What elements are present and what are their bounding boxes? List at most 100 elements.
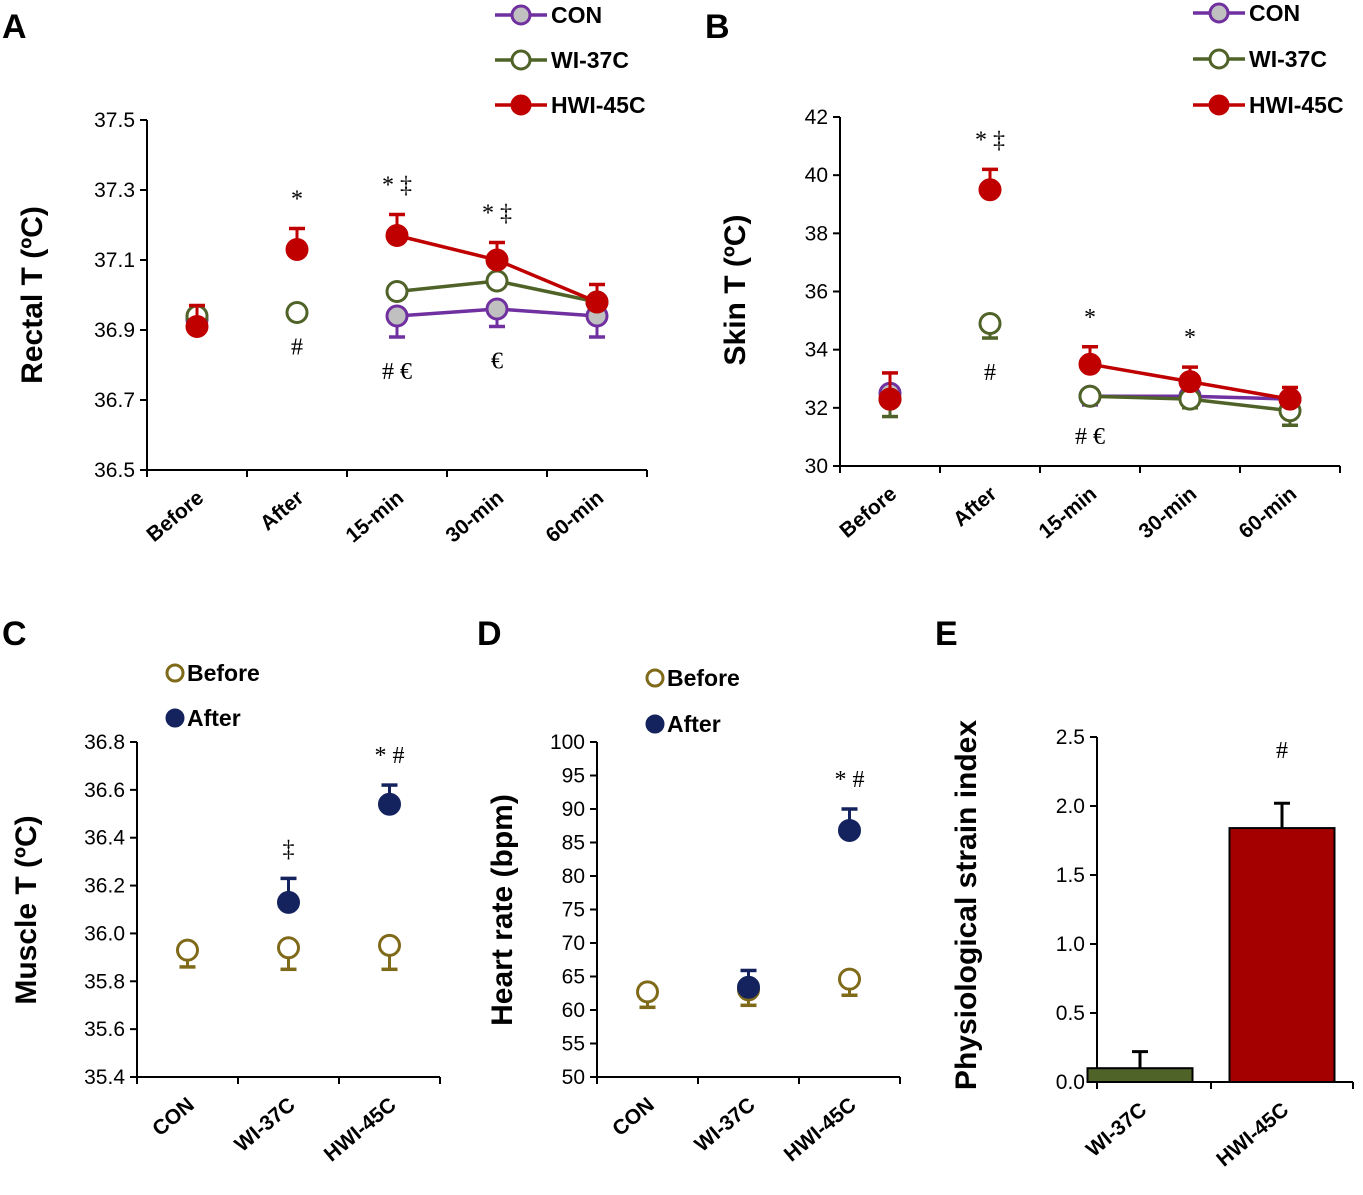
legend-label: HWI-45C bbox=[551, 92, 646, 118]
panel-letter: A bbox=[2, 8, 27, 46]
series-CON bbox=[185, 297, 609, 339]
annotation: * bbox=[1084, 305, 1096, 331]
y-tick-label: 32 bbox=[805, 397, 828, 420]
x-tick-label: After bbox=[256, 486, 308, 535]
x-tick-label: WI-37C bbox=[1082, 1098, 1151, 1161]
annotation: * # bbox=[375, 743, 405, 769]
x-tick-label: 30-min bbox=[442, 486, 509, 547]
x-tick-label: Before bbox=[142, 486, 208, 546]
legend-label: CON bbox=[551, 2, 602, 28]
data-point-15-min bbox=[385, 304, 409, 328]
y-tick-label: 90 bbox=[562, 798, 585, 821]
annotation: * ‡ bbox=[975, 127, 1005, 153]
annotation: * bbox=[1184, 325, 1196, 351]
legend: CON WI-37C HWI-45C bbox=[495, 2, 646, 118]
legend-marker bbox=[645, 668, 665, 688]
legend-item-Before: Before bbox=[165, 660, 260, 686]
annotation: * bbox=[291, 187, 303, 213]
y-tick-label: 36.6 bbox=[84, 779, 125, 802]
panel-E: E 0.0 0.5 1.0 1.5 2.0 2.5 WI-37C HWI-45C Physiolo… bbox=[935, 615, 1354, 1171]
data-point-15-min bbox=[385, 280, 409, 303]
y-axis-label: Rectal T (ºC) bbox=[16, 206, 49, 384]
annotation: # € bbox=[382, 359, 412, 385]
data-point-HWI-45C bbox=[838, 818, 861, 842]
legend-item-CON: CON bbox=[495, 2, 602, 28]
data-point-HWI-45C bbox=[378, 792, 401, 816]
legend-marker bbox=[1208, 2, 1230, 24]
data-point-WI-37C bbox=[277, 890, 300, 914]
data-point-HWI-45C bbox=[838, 967, 861, 991]
legend-label: CON bbox=[1249, 0, 1300, 26]
y-axis-label: Muscle T (ºC) bbox=[10, 815, 43, 1004]
data-point-Before bbox=[878, 387, 902, 411]
data-point-CON bbox=[636, 980, 659, 1004]
annotation: * ‡ bbox=[382, 173, 412, 199]
x-tick-label: 15-min bbox=[342, 486, 409, 547]
annotation: ‡ bbox=[283, 836, 295, 862]
y-tick-label: 1.5 bbox=[1056, 864, 1085, 887]
y-tick-label: 34 bbox=[805, 339, 829, 362]
y-tick-label: 36.8 bbox=[84, 731, 125, 754]
data-point-WI-37C bbox=[737, 975, 760, 999]
x-tick-label: 60-min bbox=[542, 486, 609, 547]
x-tick-label: HWI-45C bbox=[320, 1093, 401, 1166]
series-HWI-45C bbox=[878, 167, 1302, 411]
data-point-Before bbox=[185, 315, 209, 338]
x-tick-label: 60-min bbox=[1235, 482, 1302, 543]
data-point-HWI-45C bbox=[378, 933, 401, 957]
data-point-CON bbox=[176, 938, 199, 962]
x-tick-label: 30-min bbox=[1135, 482, 1202, 543]
legend: CON WI-37C HWI-45C bbox=[1193, 0, 1344, 118]
y-tick-label: 50 bbox=[562, 1066, 585, 1089]
annotation: # € bbox=[1075, 424, 1105, 450]
x-tick-label: WI-37C bbox=[690, 1093, 759, 1156]
series-Before bbox=[636, 967, 861, 1010]
legend-marker bbox=[510, 94, 532, 116]
bar-WI-37C bbox=[1086, 1067, 1194, 1083]
panel-C: C 35.4 35.6 35.8 36.0 36.2 36.4 36.6 36.8 CON WI-3… bbox=[2, 615, 441, 1166]
y-tick-label: 36 bbox=[805, 281, 828, 304]
y-tick-label: 85 bbox=[562, 832, 585, 855]
legend: Before After bbox=[645, 665, 740, 737]
y-axis-label: Skin T (ºC) bbox=[719, 215, 752, 366]
data-point-15-min bbox=[385, 224, 409, 247]
data-point-60-min bbox=[1278, 387, 1302, 411]
y-tick-label: 36.9 bbox=[94, 319, 135, 342]
y-axis-label: Heart rate (bpm) bbox=[486, 794, 519, 1026]
data-point-30-min bbox=[485, 269, 509, 293]
y-tick-label: 0.0 bbox=[1056, 1071, 1085, 1094]
panel-D: D 50 55 60 65 70 75 80 85 90 95 100 CON WI-37C HWI-45C… bbox=[477, 615, 901, 1166]
y-tick-label: 35.6 bbox=[84, 1018, 125, 1041]
annotation: € bbox=[491, 349, 503, 375]
annotation: * ‡ bbox=[482, 201, 512, 227]
legend-item-WI-37C: WI-37C bbox=[495, 47, 629, 73]
data-point-30-min bbox=[1178, 370, 1202, 394]
legend-item-After: After bbox=[645, 711, 721, 737]
legend-item-HWI-45C: HWI-45C bbox=[495, 92, 646, 118]
data-point-30-min bbox=[485, 248, 509, 272]
y-tick-label: 60 bbox=[562, 999, 585, 1022]
y-tick-label: 42 bbox=[805, 106, 828, 129]
legend-item-HWI-45C: HWI-45C bbox=[1193, 92, 1344, 118]
legend-label: WI-37C bbox=[1249, 46, 1327, 72]
y-tick-label: 30 bbox=[805, 455, 828, 478]
data-point-After bbox=[978, 178, 1002, 202]
annotation: # bbox=[291, 335, 303, 361]
legend-marker bbox=[1208, 48, 1230, 70]
legend-label: After bbox=[667, 711, 721, 737]
y-tick-label: 36.7 bbox=[94, 389, 135, 412]
y-tick-label: 80 bbox=[562, 865, 585, 888]
y-tick-label: 0.5 bbox=[1056, 1002, 1085, 1025]
y-tick-label: 37.5 bbox=[94, 109, 135, 132]
series-HWI-45C bbox=[185, 212, 609, 338]
y-tick-label: 38 bbox=[805, 222, 828, 245]
x-tick-label: HWI-45C bbox=[1212, 1098, 1293, 1171]
legend-item-Before: Before bbox=[645, 665, 740, 691]
x-tick-label: Before bbox=[835, 482, 901, 542]
y-axis-label: Physiological strain index bbox=[950, 720, 983, 1090]
data-point-15-min bbox=[1078, 384, 1102, 408]
data-point-15-min bbox=[1078, 352, 1102, 376]
y-tick-label: 36.4 bbox=[84, 827, 125, 850]
y-tick-label: 95 bbox=[562, 765, 585, 788]
legend-label: Before bbox=[667, 665, 740, 691]
